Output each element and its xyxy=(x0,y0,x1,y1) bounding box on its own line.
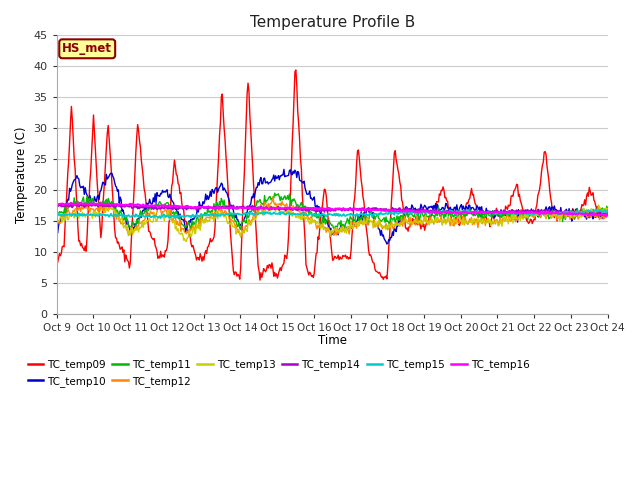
TC_temp14 xyxy=(378,207,386,213)
TC_temp16 xyxy=(378,207,386,213)
Line: TC_temp15: TC_temp15 xyxy=(57,209,608,218)
TC_temp09 xyxy=(256,277,264,283)
TC_temp11 xyxy=(195,221,203,227)
TC_temp16 xyxy=(53,201,61,206)
TC_temp11 xyxy=(271,190,278,196)
TC_temp13 xyxy=(604,206,612,212)
TC_temp15 xyxy=(53,213,61,218)
TC_temp09 xyxy=(380,276,387,282)
TC_temp15 xyxy=(150,214,158,220)
TC_temp14 xyxy=(56,201,63,207)
TC_temp11 xyxy=(150,204,158,210)
TC_temp16 xyxy=(195,204,203,210)
TC_temp11 xyxy=(470,213,477,219)
TC_temp13 xyxy=(274,202,282,208)
TC_temp09 xyxy=(470,192,477,197)
TC_temp16 xyxy=(604,212,612,217)
TC_temp11 xyxy=(187,227,195,233)
TC_temp14 xyxy=(195,206,203,212)
TC_temp12 xyxy=(380,225,387,230)
Line: TC_temp14: TC_temp14 xyxy=(57,204,608,215)
TC_temp12 xyxy=(422,216,430,222)
TC_temp16 xyxy=(422,208,429,214)
Line: TC_temp09: TC_temp09 xyxy=(57,70,608,280)
TC_temp10 xyxy=(378,233,386,239)
TC_temp13 xyxy=(304,217,312,223)
TC_temp10 xyxy=(422,206,430,212)
TC_temp13 xyxy=(422,217,430,223)
Line: TC_temp16: TC_temp16 xyxy=(57,203,608,216)
TC_temp13 xyxy=(195,221,203,227)
TC_temp10 xyxy=(195,209,202,215)
TC_temp12 xyxy=(150,214,158,220)
TC_temp12 xyxy=(195,223,202,229)
Line: TC_temp13: TC_temp13 xyxy=(57,205,608,241)
TC_temp09 xyxy=(53,260,61,266)
TC_temp12 xyxy=(470,218,477,224)
X-axis label: Time: Time xyxy=(317,335,347,348)
TC_temp09 xyxy=(304,269,312,275)
TC_temp09 xyxy=(292,67,300,73)
TC_temp14 xyxy=(422,207,429,213)
TC_temp14 xyxy=(468,209,476,215)
TC_temp16 xyxy=(603,213,611,219)
TC_temp15 xyxy=(195,214,203,220)
TC_temp15 xyxy=(157,215,164,221)
TC_temp16 xyxy=(151,202,159,208)
TC_temp13 xyxy=(380,224,387,230)
TC_temp12 xyxy=(604,212,612,217)
Line: TC_temp11: TC_temp11 xyxy=(57,193,608,230)
TC_temp11 xyxy=(380,216,387,222)
TC_temp12 xyxy=(53,214,61,219)
TC_temp15 xyxy=(604,207,612,213)
TC_temp16 xyxy=(68,200,76,206)
TC_temp13 xyxy=(182,239,190,244)
Title: Temperature Profile B: Temperature Profile B xyxy=(250,15,415,30)
TC_temp13 xyxy=(470,218,477,224)
TC_temp09 xyxy=(150,236,158,241)
TC_temp10 xyxy=(470,205,477,211)
TC_temp10 xyxy=(280,167,288,172)
TC_temp12 xyxy=(327,234,335,240)
TC_temp09 xyxy=(422,220,430,226)
TC_temp11 xyxy=(53,212,61,217)
TC_temp12 xyxy=(303,213,311,219)
TC_temp10 xyxy=(383,241,391,247)
Text: HS_met: HS_met xyxy=(62,42,112,55)
TC_temp10 xyxy=(604,209,612,215)
Legend: TC_temp09, TC_temp10, TC_temp11, TC_temp12, TC_temp13, TC_temp14, TC_temp15, TC_: TC_temp09, TC_temp10, TC_temp11, TC_temp… xyxy=(23,355,534,391)
TC_temp10 xyxy=(53,229,61,235)
TC_temp15 xyxy=(468,209,476,215)
TC_temp12 xyxy=(269,194,276,200)
Line: TC_temp10: TC_temp10 xyxy=(57,169,608,244)
TC_temp15 xyxy=(422,209,429,215)
TC_temp09 xyxy=(195,255,202,261)
TC_temp14 xyxy=(598,212,606,218)
TC_temp11 xyxy=(604,206,612,212)
TC_temp11 xyxy=(422,214,430,219)
TC_temp14 xyxy=(604,211,612,217)
TC_temp15 xyxy=(303,212,311,218)
TC_temp13 xyxy=(150,210,158,216)
TC_temp14 xyxy=(303,206,311,212)
TC_temp14 xyxy=(151,204,159,210)
TC_temp13 xyxy=(53,220,61,226)
TC_temp16 xyxy=(303,205,311,211)
TC_temp16 xyxy=(468,210,476,216)
TC_temp14 xyxy=(53,204,61,210)
TC_temp10 xyxy=(150,199,158,205)
TC_temp10 xyxy=(303,192,311,197)
Line: TC_temp12: TC_temp12 xyxy=(57,197,608,237)
TC_temp09 xyxy=(604,211,612,217)
TC_temp15 xyxy=(378,212,386,217)
TC_temp15 xyxy=(592,206,600,212)
Y-axis label: Temperature (C): Temperature (C) xyxy=(15,126,28,223)
TC_temp11 xyxy=(304,208,312,214)
